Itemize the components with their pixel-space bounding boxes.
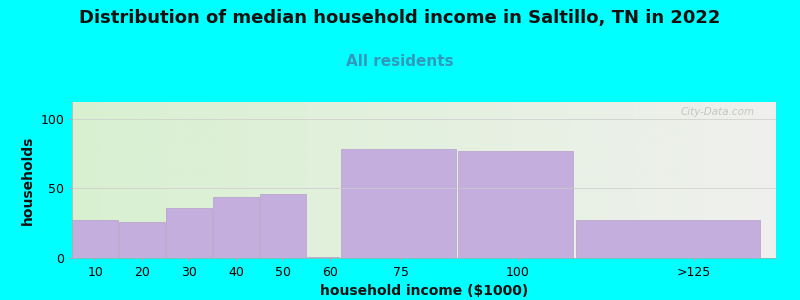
Text: City-Data.com: City-Data.com xyxy=(681,107,755,117)
X-axis label: household income ($1000): household income ($1000) xyxy=(320,284,528,298)
Y-axis label: households: households xyxy=(21,135,35,225)
Bar xyxy=(166,208,212,258)
Bar xyxy=(214,197,259,258)
Bar xyxy=(576,220,760,258)
Text: All residents: All residents xyxy=(346,54,454,69)
Bar xyxy=(307,256,339,258)
Bar xyxy=(458,151,573,258)
Bar xyxy=(341,149,456,258)
Text: Distribution of median household income in Saltillo, TN in 2022: Distribution of median household income … xyxy=(79,9,721,27)
Bar xyxy=(73,220,118,258)
Bar xyxy=(119,222,166,258)
Bar xyxy=(260,194,306,258)
